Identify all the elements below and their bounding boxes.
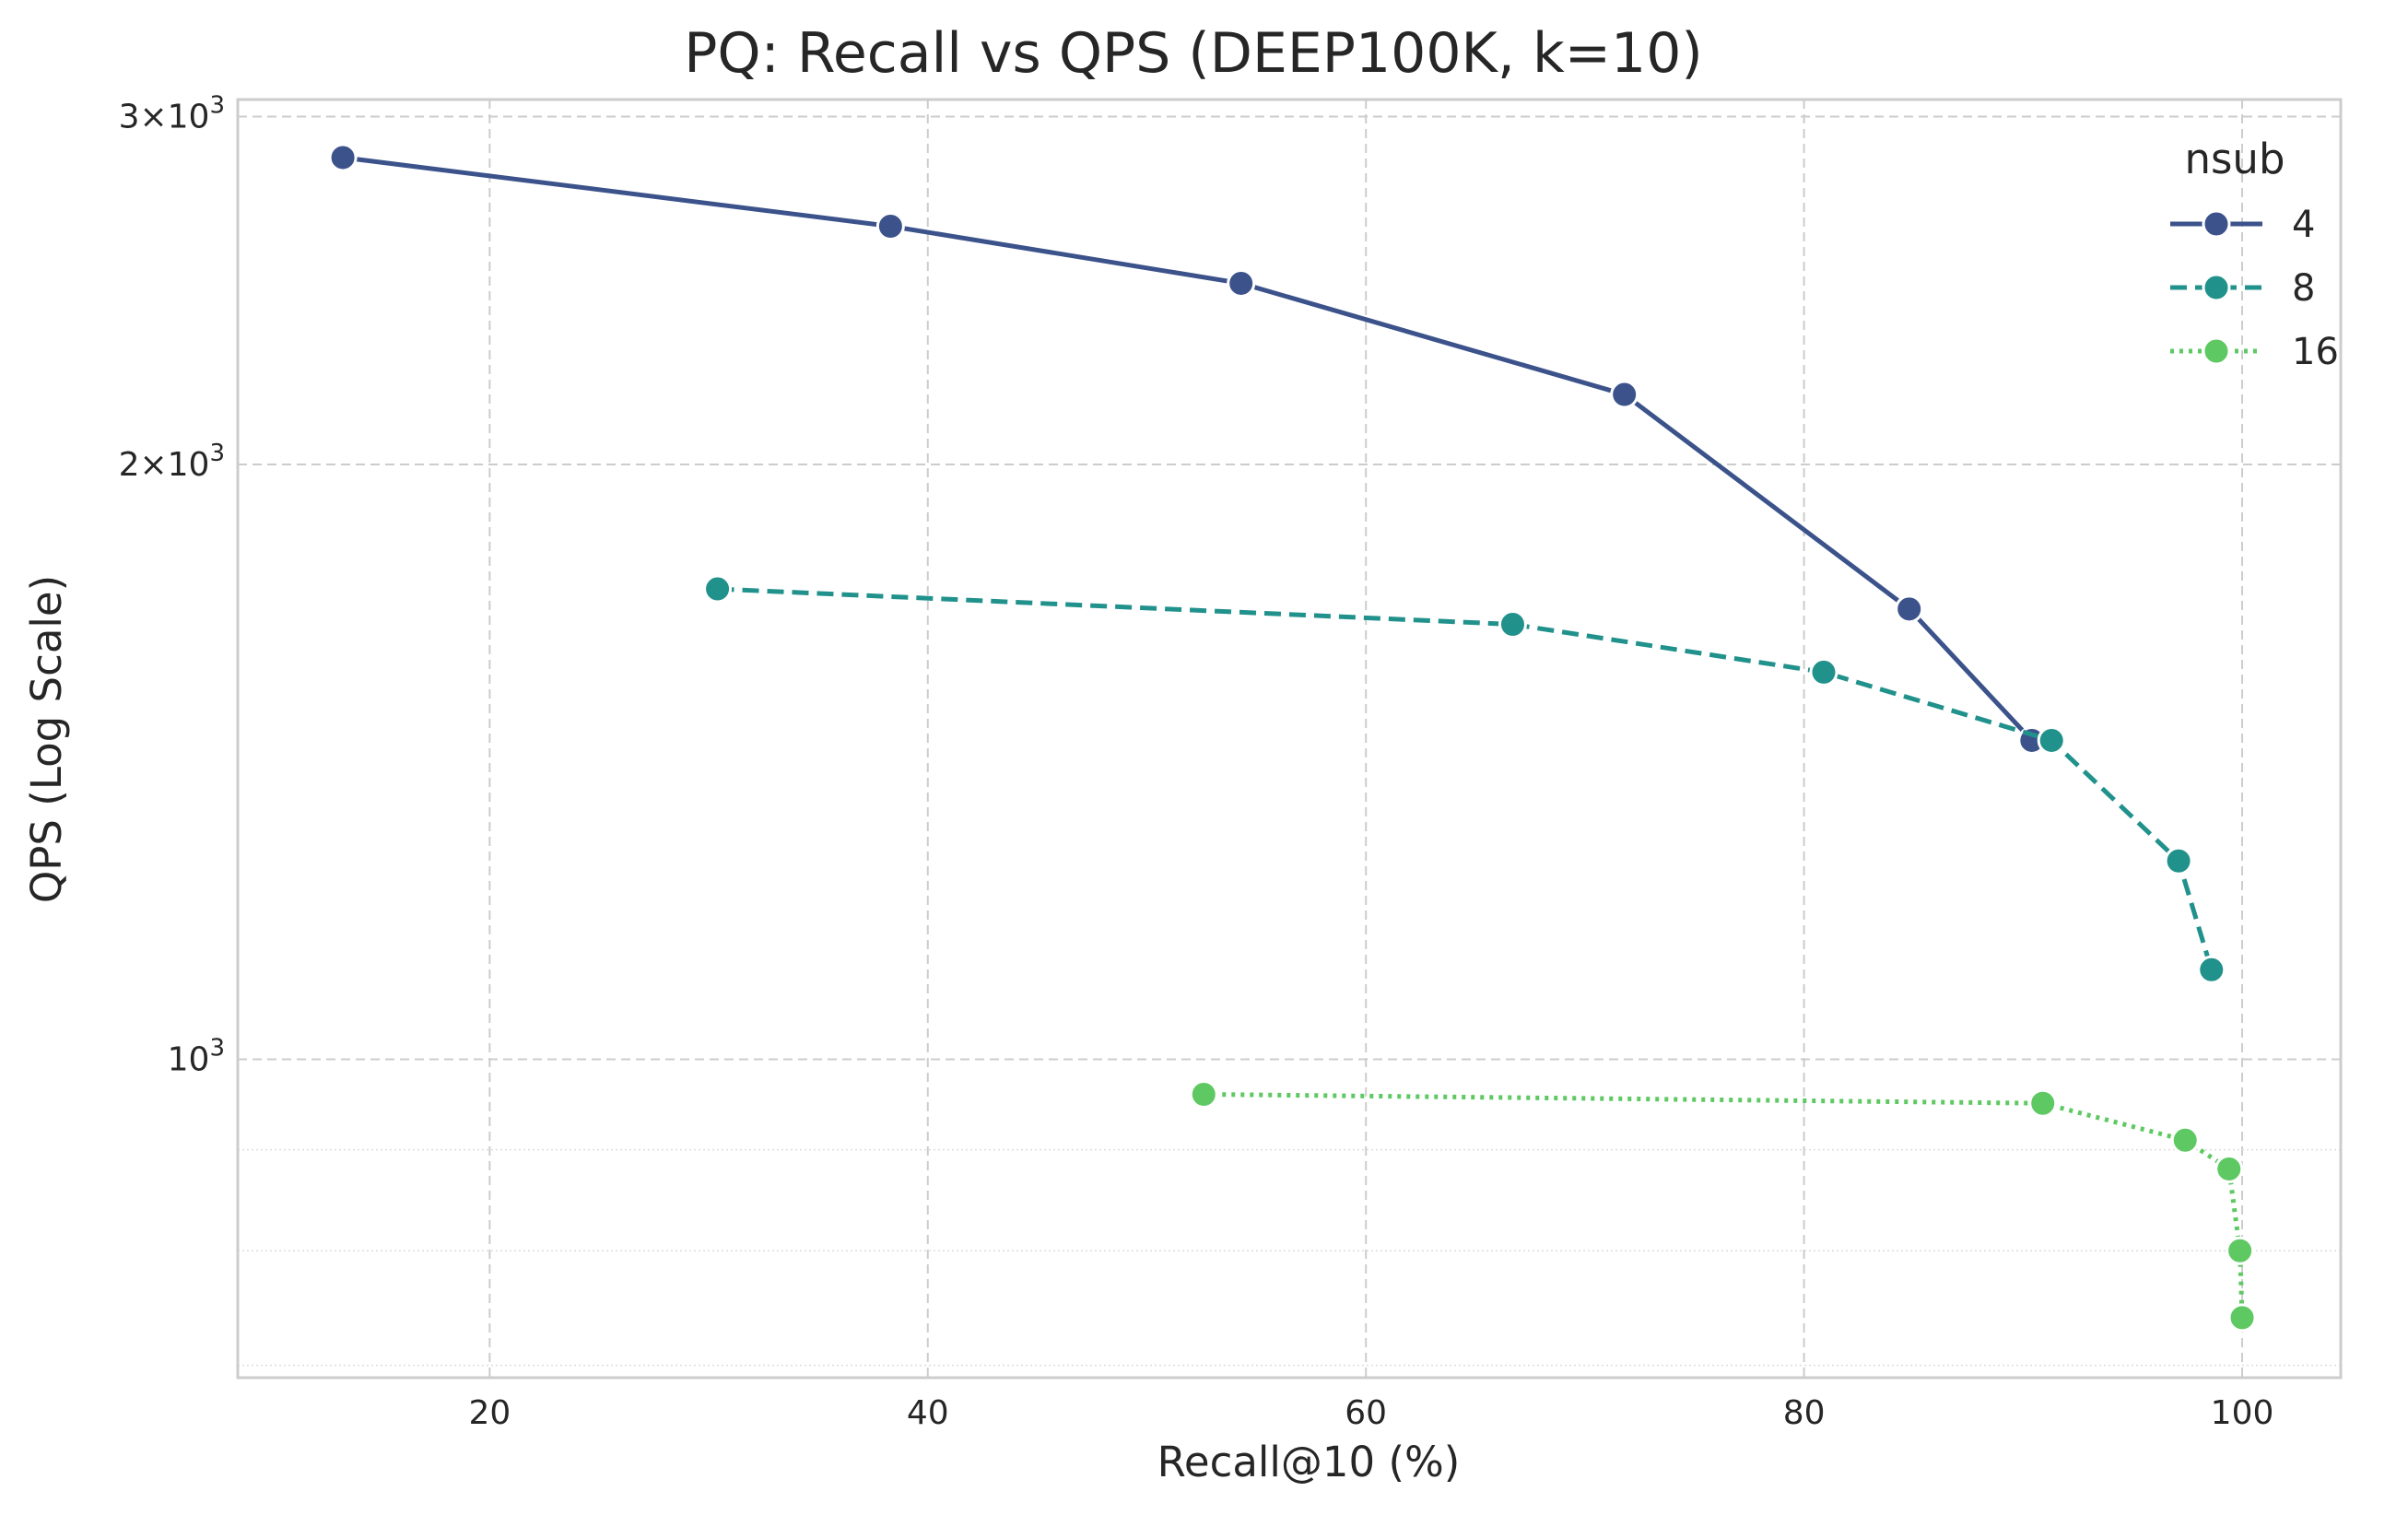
series-line-8: [717, 586, 2214, 971]
x-tick-label: 20: [468, 1394, 511, 1432]
legend-label: 16: [2292, 331, 2339, 373]
data-point: [1895, 594, 1924, 624]
x-tick-label: 80: [1783, 1394, 1826, 1432]
data-point: [1227, 268, 1256, 298]
data-point: [2214, 1155, 2244, 1184]
data-point: [2226, 1236, 2255, 1265]
chart-title: PQ: Recall vs QPS (DEEP100K, k=10): [684, 21, 1703, 86]
x-tick-label: 40: [907, 1394, 949, 1432]
data-point: [1189, 1079, 1218, 1109]
legend-marker: [2202, 336, 2231, 366]
series-16: [1189, 1079, 2257, 1333]
legend-title: nsub: [2184, 135, 2285, 183]
data-point: [2227, 1303, 2257, 1333]
plot-frame: [236, 98, 2343, 1380]
legend-entry-16: 16: [2170, 331, 2339, 373]
series-line-4: [342, 155, 2034, 743]
x-axis-label: Recall@10 (%): [1157, 1438, 1461, 1486]
legend-marker: [2202, 209, 2231, 239]
data-point: [2028, 1088, 2058, 1118]
legend-marker: [2202, 273, 2231, 302]
x-axis: 20 40 60 80 100: [468, 1394, 2273, 1432]
legend-label: 4: [2292, 204, 2315, 246]
grid: [238, 100, 2341, 1378]
y-axis-label: QPS (Log Scale): [22, 575, 71, 903]
series-4: [328, 143, 2047, 755]
series-layer: [328, 143, 2257, 1333]
legend-entry-4: 4: [2170, 204, 2315, 246]
y-tick-label: 103: [168, 1034, 225, 1078]
data-point: [2037, 725, 2066, 755]
y-tick-label: 2×103: [119, 440, 225, 484]
data-point: [2164, 846, 2193, 875]
legend-entry-8: 8: [2170, 267, 2315, 310]
data-point: [1498, 610, 1527, 640]
y-axis: 103 2×103 3×103: [119, 91, 225, 1078]
y-tick-label: 3×103: [119, 91, 225, 135]
data-point: [703, 574, 733, 604]
series-8: [703, 574, 2226, 984]
data-point: [2170, 1125, 2200, 1155]
data-point: [1610, 380, 1639, 409]
x-tick-label: 60: [1345, 1394, 1387, 1432]
legend-label: 8: [2292, 267, 2315, 310]
legend: nsub 4 8 16: [2170, 135, 2339, 373]
data-point: [1809, 657, 1838, 687]
data-point: [875, 211, 905, 241]
data-point: [328, 143, 358, 172]
x-tick-label: 100: [2211, 1394, 2274, 1432]
data-point: [2197, 955, 2226, 984]
